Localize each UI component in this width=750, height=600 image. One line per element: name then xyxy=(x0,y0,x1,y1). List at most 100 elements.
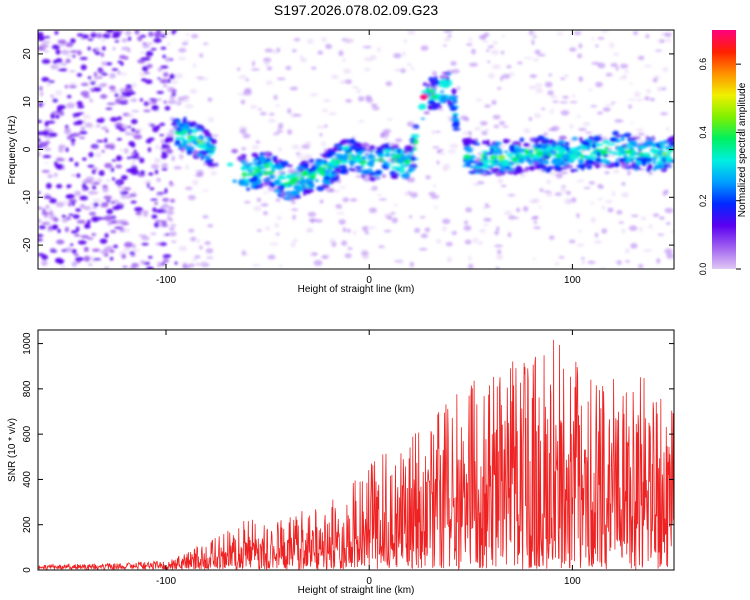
spectrogram-cell xyxy=(73,253,79,257)
spectrogram-cell xyxy=(439,98,444,104)
spectrogram-cell xyxy=(146,266,154,269)
spectrogram-cell xyxy=(342,145,350,151)
figure-title: S197.2026.078.02.09.G23 xyxy=(274,2,438,18)
spectrogram-cell xyxy=(625,248,630,254)
spectrogram-cell xyxy=(119,87,128,93)
spectrogram-cell xyxy=(524,56,533,60)
spectrogram-cell xyxy=(104,137,108,144)
spectrogram-cell xyxy=(93,86,102,92)
spectrogram-cell xyxy=(496,254,504,260)
spectrogram-cell xyxy=(547,90,554,96)
spectrogram-cell xyxy=(76,73,83,77)
spectrogram-cell xyxy=(204,146,209,151)
spectrogram-cell xyxy=(240,165,247,171)
spectrogram-cell xyxy=(342,227,347,233)
spectrogram-cell xyxy=(387,117,393,121)
spectrogram-cell xyxy=(377,46,381,53)
spectrogram-cell xyxy=(497,149,503,156)
spectrogram-cell xyxy=(361,253,369,260)
spectrogram-cell xyxy=(452,68,460,74)
spectrogram-cell xyxy=(595,157,602,163)
spectrogram-cell xyxy=(141,242,149,246)
spectrogram-cell xyxy=(585,131,593,134)
spectrogram-cell xyxy=(52,98,59,103)
spectrogram-cell xyxy=(610,62,618,68)
spectrogram-cell xyxy=(104,215,113,222)
spectrogram-cell xyxy=(250,181,257,188)
spectrogram-cell xyxy=(38,119,43,123)
spectrogram-cell xyxy=(189,88,198,94)
spectrogram-cell xyxy=(106,208,113,215)
spectrogram-cell xyxy=(128,141,135,147)
spectrogram-cell xyxy=(483,217,492,222)
spectrogram-cell xyxy=(95,152,102,158)
spectrogram-cell xyxy=(398,168,406,174)
spectrogram-cell xyxy=(162,259,170,262)
spectrogram-cell xyxy=(625,260,630,263)
spectrogram-cell xyxy=(483,223,489,227)
spectrogram-cell xyxy=(432,70,438,77)
spectrogram-cell xyxy=(276,77,286,81)
spectrogram-cell xyxy=(159,122,166,127)
spectrogram-cell xyxy=(96,139,104,143)
spectrogram-cell xyxy=(516,165,520,171)
spectrogram-cell xyxy=(601,228,608,234)
spectrogram-cell xyxy=(369,171,376,175)
spectrogram-cell xyxy=(192,63,197,68)
spectrogram-cell xyxy=(616,260,622,265)
spectrogram-cell xyxy=(546,146,550,151)
spectrogram-cell xyxy=(63,199,68,205)
spectrogram-cell xyxy=(45,182,52,189)
spectrogram-cell xyxy=(199,135,205,141)
spectrogram-cell xyxy=(514,146,523,152)
spectrogram-cell xyxy=(190,236,197,242)
spectrogram-cell xyxy=(164,187,168,194)
spectrogram-cell xyxy=(364,153,369,156)
spectrogram-cell xyxy=(93,202,99,207)
spectrogram-cell xyxy=(60,265,67,269)
spectrogram-cell xyxy=(65,42,74,48)
spectrogram-cell xyxy=(114,219,123,225)
spectrogram-cell xyxy=(183,141,188,148)
spectrogram-cell xyxy=(267,118,276,123)
spectrogram-cell xyxy=(620,137,625,142)
spectrogram-cell xyxy=(631,165,641,169)
spectrogram-cell xyxy=(333,143,343,148)
spectrogram-cell xyxy=(577,53,583,59)
spectrogram-cell xyxy=(160,139,165,144)
spectrogram-cell xyxy=(564,198,572,205)
spectrogram-cell xyxy=(147,42,153,45)
spectrogram-cell xyxy=(529,166,535,169)
spectrogram-cell xyxy=(447,100,452,105)
spectrogram-cell xyxy=(667,136,674,143)
spectrogram-cell xyxy=(197,169,204,176)
spectrogram-cell xyxy=(432,145,436,150)
spectrogram-cell xyxy=(115,126,123,130)
spectrogram-cell xyxy=(436,102,441,107)
spectrogram-cell xyxy=(324,147,328,154)
spectrogram-cell xyxy=(586,158,595,165)
spectrogram-cell xyxy=(535,144,543,149)
spectrogram-cell xyxy=(125,113,135,118)
spectrogram-cell xyxy=(549,172,558,176)
spectrogram-cell xyxy=(241,147,247,151)
spectrogram-cell xyxy=(596,151,601,157)
spectrogram-cell xyxy=(347,156,352,160)
spectrogram-cell xyxy=(265,80,273,86)
spectrogram-cell xyxy=(375,169,382,175)
spectrogram-cell xyxy=(555,261,559,266)
spectrogram-cell xyxy=(472,182,480,187)
spectrogram-y-tick-label: 20 xyxy=(22,48,33,60)
spectrogram-cell xyxy=(259,152,265,156)
spectrogram-cell xyxy=(621,181,626,186)
spectrogram-cell xyxy=(239,178,243,183)
spectrogram-cell xyxy=(605,199,613,204)
spectrogram-cell xyxy=(255,163,261,167)
spectrogram-cell xyxy=(575,115,582,118)
spectrogram-cell xyxy=(142,42,148,45)
spectrogram-cell xyxy=(649,97,655,102)
spectrogram-cell xyxy=(434,75,438,81)
spectrogram-cell xyxy=(597,37,605,40)
spectrogram-cell xyxy=(168,148,172,155)
spectrogram-cell xyxy=(287,129,293,135)
